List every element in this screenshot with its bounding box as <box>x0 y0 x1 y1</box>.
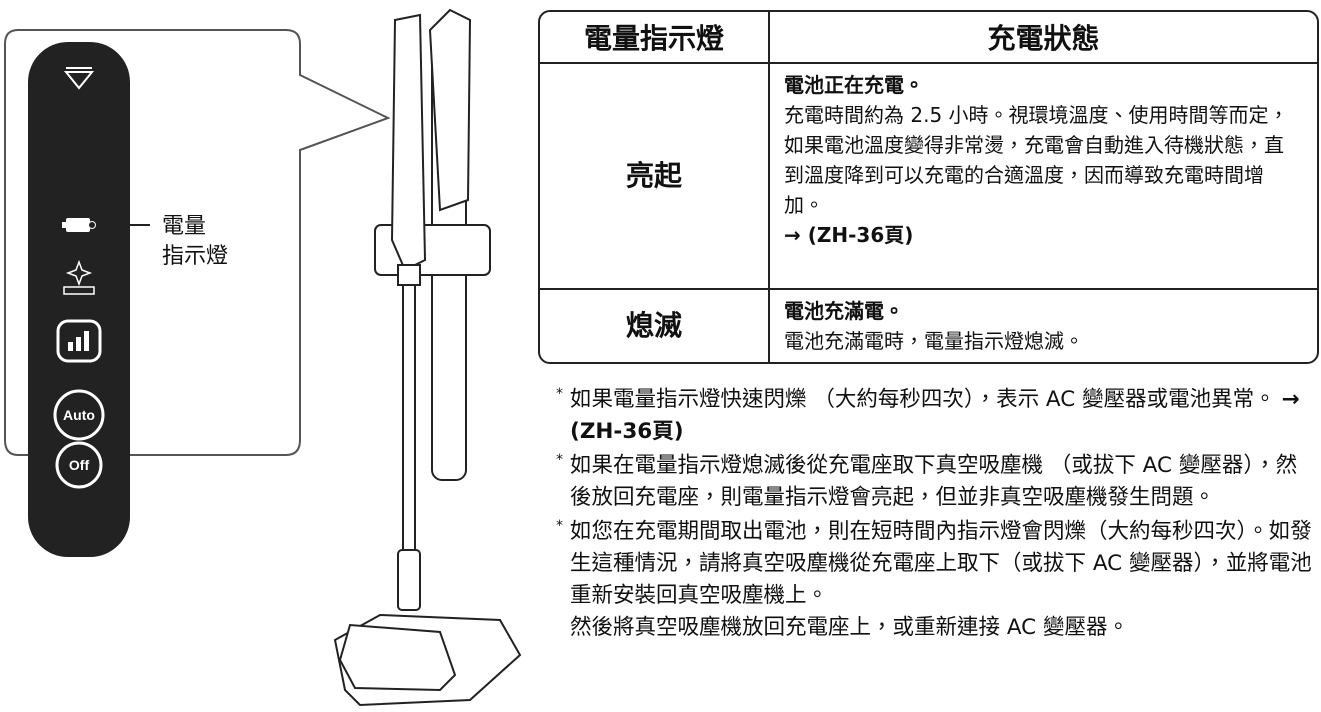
callout-line-text: 電量 <box>162 214 207 239</box>
header-row: 電量指示燈 充電狀態 <box>540 12 1317 64</box>
note-text: 如果電量指示燈快速閃爍 （大約每秒四次），表示 AC 變壓器或電池異常。 <box>570 387 1276 412</box>
mode-bar <box>84 331 89 351</box>
callout-dot <box>88 221 96 229</box>
note-marker: * <box>556 386 563 402</box>
description-cell: 電池正在充電。 充電時間約為 2.5 小時。視環境溫度、使用時間等而定，如果電池… <box>768 64 1317 290</box>
auto-label: Auto <box>63 407 95 423</box>
header-cell: 充電狀態 <box>768 12 1317 64</box>
state-cell: 熄滅 <box>625 309 682 342</box>
vacuum-handle <box>390 13 427 272</box>
table-row: 亮起 電池正在充電。 充電時間約為 2.5 小時。視環境溫度、使用時間等而定，如… <box>540 64 1317 290</box>
cell-heading: 電池充滿電。 <box>784 299 904 323</box>
cell-heading: 電池正在充電。 <box>784 73 924 97</box>
note-text: 如您在充電期間取出電池，則在短時間內指示燈會閃爍（大約每秒四次）。如發生這種情況… <box>570 519 1312 608</box>
note: * 如果電量指示燈快速閃爍 （大約每秒四次），表示 AC 變壓器或電池異常。 → … <box>556 384 1316 448</box>
notes: * 如果電量指示燈快速閃爍 （大約每秒四次），表示 AC 變壓器或電池異常。 → … <box>556 384 1316 646</box>
floor-icon <box>63 286 95 295</box>
note: * 如您在充電期間取出電池，則在短時間內指示燈會閃爍（大約每秒四次）。如發生這種… <box>556 516 1316 644</box>
vacuum-head <box>338 623 457 692</box>
vacuum-joint <box>397 264 421 286</box>
description-cell: 電池充滿電。 電池充滿電時，電量指示燈熄滅。 <box>768 290 1317 362</box>
note-marker: * <box>556 518 563 534</box>
status-table: 電量指示燈 充電狀態 亮起 電池正在充電。 充電時間約為 2.5 小時。視環境溫… <box>538 10 1319 364</box>
control-panel <box>28 42 130 557</box>
mode-button <box>56 319 102 363</box>
auto-button <box>53 389 105 441</box>
suction-icon <box>63 67 95 90</box>
vacuum-lower <box>397 549 421 611</box>
off-label: Off <box>69 457 90 473</box>
callout-line-text: 指示燈 <box>162 244 229 269</box>
illustration: Auto Off <box>4 8 522 707</box>
state-cell: 亮起 <box>540 64 768 290</box>
note-text: 然後將真空吸塵機放回充電座上，或重新連接 AC 變壓器。 <box>570 615 1130 640</box>
cell-body: 電池充滿電時，電量指示燈熄滅。 <box>784 329 1084 353</box>
page-reference: → (ZH-36頁) <box>570 387 1300 444</box>
vacuum-drawing <box>333 8 522 707</box>
callout-label: 電量 指示燈 <box>162 212 228 272</box>
table-row: 熄滅 電池充滿電。 電池充滿電時，電量指示燈熄滅。 <box>540 290 1317 362</box>
note-marker: * <box>556 452 563 468</box>
header-cell: 電量指示燈 <box>540 12 768 64</box>
vacuum-body <box>428 8 472 212</box>
battery-icon <box>66 218 90 232</box>
sparkle-icon <box>65 259 93 287</box>
mode-bar <box>76 337 81 351</box>
vacuum-pipe <box>402 284 416 551</box>
cell-body: 充電時間約為 2.5 小時。視環境溫度、使用時間等而定，如果電池溫度變得非常燙，… <box>784 103 1289 217</box>
page-reference: → (ZH-36頁) <box>784 223 914 247</box>
note: * 如果在電量指示燈熄滅後從充電座取下真空吸塵機 （或拔下 AC 變壓器），然後… <box>556 450 1316 514</box>
off-button <box>55 441 103 489</box>
note-text: 如果在電量指示燈熄滅後從充電座取下真空吸塵機 （或拔下 AC 變壓器），然後放回… <box>570 453 1298 510</box>
battery-tip <box>62 222 66 228</box>
mode-bar <box>68 342 73 351</box>
